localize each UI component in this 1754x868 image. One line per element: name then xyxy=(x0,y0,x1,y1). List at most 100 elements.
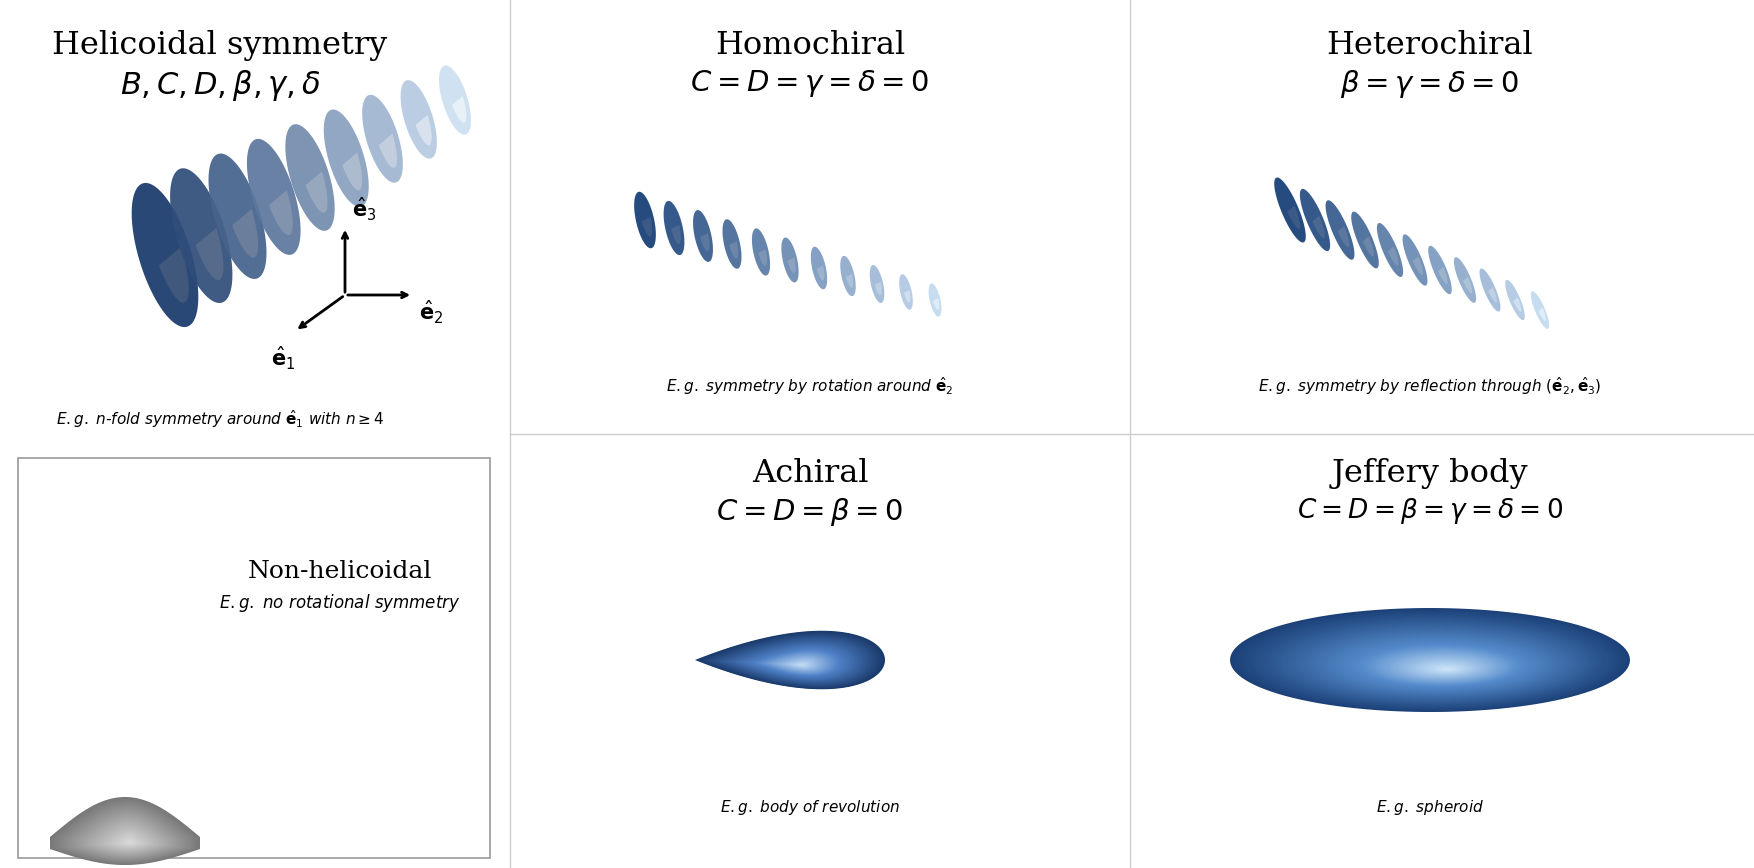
Polygon shape xyxy=(672,225,681,244)
Polygon shape xyxy=(89,820,165,854)
Polygon shape xyxy=(752,228,770,276)
Polygon shape xyxy=(72,810,181,859)
Polygon shape xyxy=(112,832,146,848)
Polygon shape xyxy=(721,640,865,683)
Polygon shape xyxy=(114,834,144,847)
Polygon shape xyxy=(903,290,910,302)
Polygon shape xyxy=(400,80,437,159)
Polygon shape xyxy=(268,190,293,235)
Polygon shape xyxy=(53,799,198,865)
Polygon shape xyxy=(1401,656,1487,679)
Polygon shape xyxy=(91,821,163,853)
Polygon shape xyxy=(1266,618,1600,705)
Polygon shape xyxy=(84,817,170,856)
Polygon shape xyxy=(81,814,174,857)
Text: $\beta = \gamma = \delta = 0$: $\beta = \gamma = \delta = 0$ xyxy=(1340,68,1519,100)
Polygon shape xyxy=(751,648,842,677)
Polygon shape xyxy=(747,648,845,678)
Text: Homochiral: Homochiral xyxy=(716,30,905,61)
Text: $\hat{\mathbf{e}}_1$: $\hat{\mathbf{e}}_1$ xyxy=(270,345,295,372)
Polygon shape xyxy=(693,210,712,262)
Polygon shape xyxy=(1387,247,1398,266)
Polygon shape xyxy=(730,241,738,259)
Polygon shape xyxy=(1428,246,1452,294)
Polygon shape xyxy=(719,639,865,684)
Polygon shape xyxy=(933,298,938,310)
Polygon shape xyxy=(1277,621,1591,703)
Polygon shape xyxy=(696,631,884,689)
Polygon shape xyxy=(1300,189,1330,251)
Polygon shape xyxy=(82,815,172,856)
Polygon shape xyxy=(58,802,193,863)
Polygon shape xyxy=(105,829,151,850)
Polygon shape xyxy=(1296,627,1575,700)
Polygon shape xyxy=(777,657,821,671)
Polygon shape xyxy=(1263,617,1603,706)
Polygon shape xyxy=(779,658,819,670)
Polygon shape xyxy=(642,217,652,237)
Polygon shape xyxy=(1335,638,1542,692)
Polygon shape xyxy=(1312,216,1324,238)
Polygon shape xyxy=(840,256,856,296)
Polygon shape xyxy=(1368,647,1515,685)
Polygon shape xyxy=(742,646,849,679)
Polygon shape xyxy=(789,661,810,667)
Text: $C = D = \beta = \gamma = \delta = 0$: $C = D = \beta = \gamma = \delta = 0$ xyxy=(1296,496,1563,526)
Polygon shape xyxy=(752,649,840,676)
Polygon shape xyxy=(726,641,859,682)
Polygon shape xyxy=(810,247,828,289)
Polygon shape xyxy=(768,654,828,673)
Polygon shape xyxy=(1338,226,1349,247)
Polygon shape xyxy=(1375,649,1508,684)
Polygon shape xyxy=(1252,615,1612,707)
Polygon shape xyxy=(1454,257,1477,303)
Polygon shape xyxy=(774,656,824,672)
Polygon shape xyxy=(700,633,881,688)
Polygon shape xyxy=(1284,623,1584,701)
Polygon shape xyxy=(1351,641,1529,688)
Text: $E.g.$ symmetry by rotation around $\hat{\mathbf{e}}_2$: $E.g.$ symmetry by rotation around $\hat… xyxy=(667,375,954,397)
Polygon shape xyxy=(765,653,831,674)
Polygon shape xyxy=(1245,612,1617,709)
Polygon shape xyxy=(1444,668,1451,670)
Polygon shape xyxy=(1382,651,1503,682)
Polygon shape xyxy=(793,662,809,667)
Polygon shape xyxy=(1324,635,1551,694)
Polygon shape xyxy=(1480,268,1500,312)
Polygon shape xyxy=(745,647,845,678)
Polygon shape xyxy=(453,96,467,123)
Polygon shape xyxy=(784,660,816,669)
Polygon shape xyxy=(817,266,824,280)
Polygon shape xyxy=(791,661,810,667)
Polygon shape xyxy=(1256,615,1608,707)
Polygon shape xyxy=(125,839,135,845)
Polygon shape xyxy=(788,258,796,273)
Polygon shape xyxy=(705,635,877,687)
Polygon shape xyxy=(1280,622,1587,702)
Polygon shape xyxy=(86,818,168,855)
Text: Non-helicoidal: Non-helicoidal xyxy=(247,560,431,583)
Polygon shape xyxy=(723,640,863,683)
Polygon shape xyxy=(1300,628,1572,699)
Polygon shape xyxy=(1433,665,1459,672)
Polygon shape xyxy=(361,95,403,182)
Polygon shape xyxy=(324,109,368,207)
Polygon shape xyxy=(1393,654,1493,680)
Polygon shape xyxy=(51,797,200,865)
Polygon shape xyxy=(1321,634,1554,694)
FancyBboxPatch shape xyxy=(18,458,489,858)
Polygon shape xyxy=(1287,206,1300,229)
Polygon shape xyxy=(1379,650,1505,683)
Polygon shape xyxy=(209,154,267,279)
Polygon shape xyxy=(438,65,472,135)
Polygon shape xyxy=(379,134,396,168)
Polygon shape xyxy=(1326,201,1354,260)
Polygon shape xyxy=(766,654,830,673)
Polygon shape xyxy=(796,663,805,667)
Polygon shape xyxy=(756,650,838,675)
Polygon shape xyxy=(1328,635,1549,693)
Polygon shape xyxy=(1405,657,1484,678)
Polygon shape xyxy=(128,842,132,844)
Polygon shape xyxy=(1440,667,1454,671)
Polygon shape xyxy=(61,804,189,862)
